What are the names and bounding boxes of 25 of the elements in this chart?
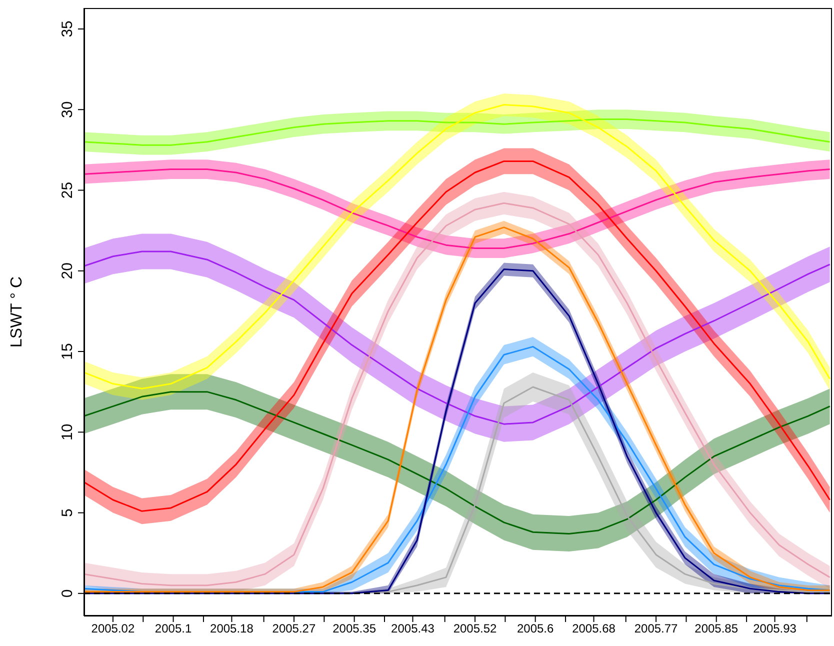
y-tick-label: 35	[59, 20, 76, 38]
y-tick-label: 10	[59, 424, 76, 440]
x-tick-label: 2005.02	[91, 622, 135, 636]
x-tick-label: 2005.27	[272, 622, 316, 636]
y-axis-title: LSWT ° C	[8, 276, 26, 348]
x-tick-label: 2005.68	[572, 622, 616, 636]
y-tick-label: 15	[59, 343, 76, 360]
y-tick-label: 20	[59, 262, 76, 280]
y-tick-label: 25	[59, 182, 76, 199]
y-tick-label: 30	[59, 101, 76, 118]
x-tick-label: 2005.35	[332, 622, 376, 636]
x-tick-label: 2005.43	[391, 622, 435, 636]
x-tick-label: 2005.1	[154, 622, 192, 636]
x-tick-label: 2005.52	[453, 622, 498, 636]
x-tick-label: 2005.18	[210, 622, 254, 636]
x-tick-label: 2005.93	[753, 622, 797, 636]
x-tick-label: 2005.6	[516, 622, 554, 636]
y-tick-label: 5	[59, 508, 76, 517]
x-tick-label: 2005.85	[694, 622, 738, 636]
line-series	[84, 118, 831, 146]
line-series	[84, 168, 831, 250]
y-tick-label: 0	[59, 589, 76, 598]
x-tick-label: 2005.77	[634, 622, 678, 636]
line-series	[84, 250, 831, 425]
line-series	[84, 391, 831, 534]
